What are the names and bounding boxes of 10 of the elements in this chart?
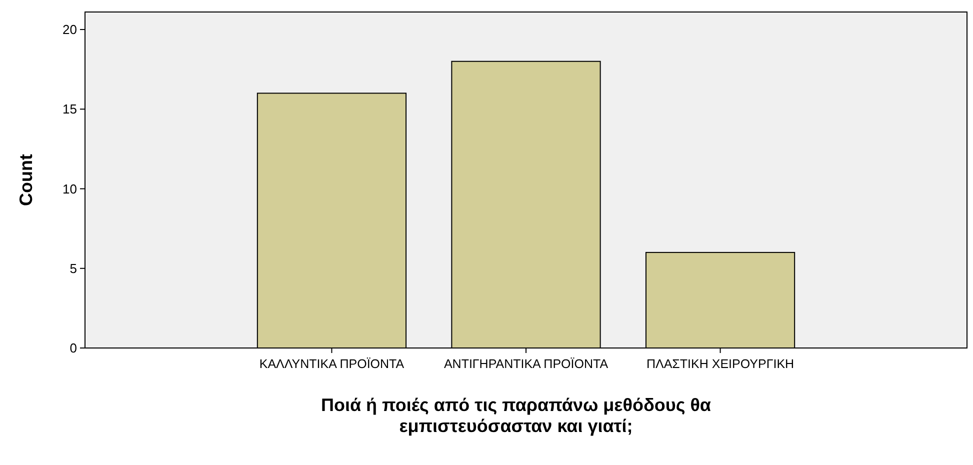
- x-tick-label: ΚΑΛΛΥΝΤΙΚΑ ΠΡΟΪΟΝΤΑ: [259, 357, 405, 371]
- x-tick-label: ΠΛΑΣΤΙΚΗ ΧΕΙΡΟΥΡΓΙΚΗ: [646, 357, 794, 371]
- y-tick-label: 15: [62, 102, 77, 117]
- x-tick-label: ΑΝΤΙΓΗΡΑΝΤΙΚΑ ΠΡΟΪΟΝΤΑ: [444, 357, 609, 371]
- y-tick-label: 0: [70, 340, 77, 356]
- x-axis-title: Ποιά ή ποιές από τις παραπάνω μεθόδους θα εμπιστευόσασταν και γιατί;: [321, 395, 711, 436]
- y-tick-label: 20: [62, 22, 77, 38]
- y-tick-label: 10: [62, 181, 77, 196]
- y-axis-title: Count: [16, 154, 36, 206]
- y-tick-label: 5: [70, 260, 77, 276]
